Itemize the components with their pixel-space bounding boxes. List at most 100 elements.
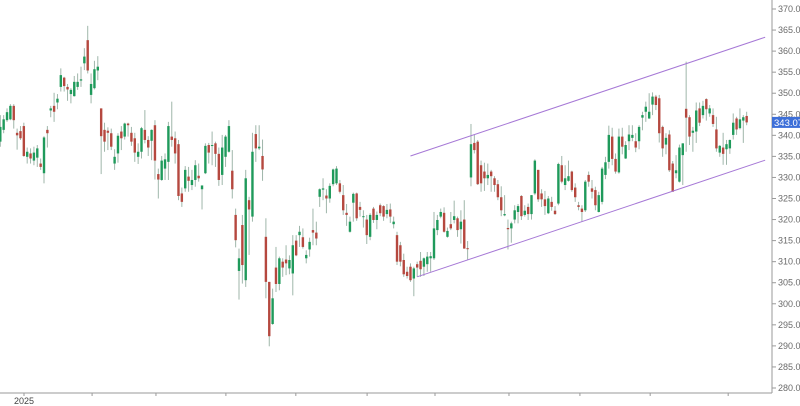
channel-upper-line[interactable]	[410, 36, 766, 157]
candle[interactable]	[153, 120, 157, 180]
candle[interactable]	[721, 132, 725, 165]
candle[interactable]	[147, 136, 150, 156]
candle[interactable]	[732, 113, 735, 140]
candle[interactable]	[644, 101, 648, 122]
candle[interactable]	[220, 134, 224, 186]
candle[interactable]	[530, 195, 533, 220]
candle[interactable]	[718, 145, 721, 157]
candle[interactable]	[631, 125, 634, 142]
candle[interactable]	[22, 122, 26, 157]
candle[interactable]	[15, 128, 19, 150]
candle[interactable]	[668, 130, 671, 172]
candle[interactable]	[594, 186, 597, 211]
candle[interactable]	[224, 134, 227, 167]
candle[interactable]	[543, 190, 547, 215]
candle[interactable]	[695, 102, 698, 143]
candle[interactable]	[614, 153, 617, 174]
candle[interactable]	[489, 169, 493, 192]
candle[interactable]	[170, 101, 173, 147]
candle[interactable]	[325, 189, 328, 214]
candle[interactable]	[382, 205, 385, 221]
candle[interactable]	[510, 221, 513, 243]
candle[interactable]	[247, 196, 251, 255]
candle[interactable]	[513, 205, 516, 224]
candle[interactable]	[587, 171, 590, 187]
candle[interactable]	[264, 218, 268, 299]
candle[interactable]	[634, 133, 637, 153]
candle[interactable]	[0, 115, 2, 147]
candle[interactable]	[483, 162, 486, 191]
candle[interactable]	[728, 139, 732, 154]
candle[interactable]	[439, 208, 442, 219]
candle[interactable]	[338, 179, 342, 194]
channel-lines[interactable]	[410, 36, 766, 278]
candle[interactable]	[5, 108, 9, 122]
candle[interactable]	[446, 227, 449, 238]
candle[interactable]	[419, 251, 422, 277]
candle[interactable]	[600, 166, 604, 205]
candle[interactable]	[227, 120, 231, 153]
candle[interactable]	[553, 206, 557, 215]
candle[interactable]	[597, 191, 600, 213]
candle[interactable]	[12, 104, 15, 129]
candle[interactable]	[126, 122, 130, 137]
candle[interactable]	[681, 143, 684, 186]
candle[interactable]	[184, 166, 187, 192]
candle[interactable]	[204, 143, 207, 175]
candle[interactable]	[466, 241, 469, 260]
candle[interactable]	[69, 88, 73, 104]
candle[interactable]	[136, 143, 140, 164]
candle[interactable]	[574, 183, 577, 202]
candle[interactable]	[348, 216, 352, 233]
candle[interactable]	[379, 203, 382, 217]
candle[interactable]	[537, 169, 540, 202]
candle[interactable]	[99, 108, 103, 175]
candle[interactable]	[563, 165, 567, 191]
candle[interactable]	[241, 214, 244, 284]
candle[interactable]	[745, 111, 748, 126]
candle[interactable]	[2, 115, 5, 134]
candle[interactable]	[237, 248, 241, 300]
candle[interactable]	[103, 122, 106, 152]
candle[interactable]	[456, 216, 459, 237]
candle[interactable]	[432, 211, 436, 260]
candle[interactable]	[231, 150, 234, 199]
candle[interactable]	[106, 127, 110, 151]
candle[interactable]	[426, 251, 429, 272]
candle[interactable]	[442, 207, 446, 233]
candle[interactable]	[570, 170, 574, 192]
candle[interactable]	[342, 185, 345, 215]
candle[interactable]	[143, 110, 147, 144]
candle[interactable]	[284, 245, 288, 276]
candle[interactable]	[52, 92, 56, 122]
candle[interactable]	[25, 147, 29, 164]
candle[interactable]	[392, 216, 395, 229]
candle[interactable]	[547, 195, 550, 215]
candle[interactable]	[624, 141, 627, 159]
candle[interactable]	[328, 183, 331, 203]
candle[interactable]	[251, 132, 254, 222]
candle[interactable]	[9, 104, 12, 121]
candle[interactable]	[409, 263, 412, 282]
candle[interactable]	[305, 250, 308, 264]
candle[interactable]	[288, 255, 291, 275]
candle[interactable]	[399, 241, 402, 267]
candle[interactable]	[210, 131, 214, 166]
candle[interactable]	[291, 235, 294, 296]
candle[interactable]	[355, 192, 358, 221]
candle[interactable]	[130, 126, 133, 146]
candle[interactable]	[150, 129, 153, 161]
candle[interactable]	[415, 261, 419, 277]
candle[interactable]	[375, 211, 379, 230]
candle[interactable]	[533, 159, 537, 196]
candle[interactable]	[190, 169, 194, 191]
candle[interactable]	[429, 251, 432, 272]
candle[interactable]	[274, 246, 278, 292]
candle[interactable]	[637, 125, 641, 150]
candle[interactable]	[580, 205, 584, 222]
candle[interactable]	[523, 205, 526, 217]
candle[interactable]	[234, 208, 237, 248]
candle[interactable]	[617, 128, 621, 174]
candle[interactable]	[281, 258, 284, 277]
candle[interactable]	[217, 147, 221, 186]
